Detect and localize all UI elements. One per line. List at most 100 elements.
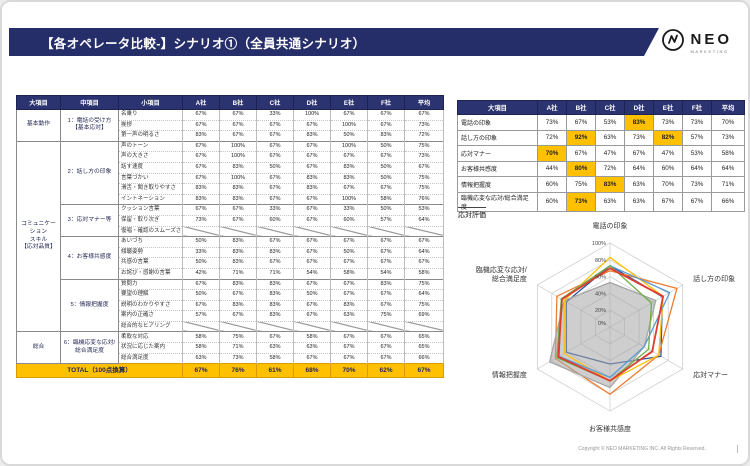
sub-item-label: 状況に応じた案内 bbox=[118, 342, 183, 354]
score-cell: 63% bbox=[330, 310, 368, 322]
score-cell: 83% bbox=[330, 161, 368, 174]
score-cell: 67% bbox=[367, 352, 405, 365]
score-cell: 44% bbox=[537, 160, 567, 177]
sub-item-label: イントネーション bbox=[118, 193, 183, 206]
score-cell: 60% bbox=[537, 176, 567, 193]
table-row: 情報把握度 60% 75% 83% 63% 70% 73% 71% bbox=[457, 176, 745, 193]
score-cell: 66% bbox=[711, 191, 745, 212]
score-cell bbox=[293, 225, 331, 238]
table-row: 案内の正確さ 57% 67% 83% 67% 63% 75% 69% bbox=[17, 310, 444, 322]
score-cell: 50% bbox=[367, 172, 405, 185]
axis-label: 臨機応変な応対/総合満足度 bbox=[476, 265, 527, 283]
score-cell: 73% bbox=[182, 214, 220, 227]
score-cell: 67% bbox=[330, 278, 368, 291]
score-cell: 63% bbox=[595, 129, 625, 146]
score-cell: 67% bbox=[182, 109, 220, 121]
score-cell: 67% bbox=[293, 119, 331, 132]
score-cell: 72% bbox=[537, 129, 567, 146]
column-header: B社 bbox=[566, 100, 596, 115]
score-cell: 63% bbox=[624, 191, 654, 212]
score-cell: 63% bbox=[293, 342, 331, 354]
score-cell: 67% bbox=[330, 352, 368, 365]
score-cell: 47% bbox=[595, 145, 625, 162]
score-cell: 67% bbox=[256, 257, 294, 269]
score-cell: 67% bbox=[566, 145, 596, 162]
score-cell: 72% bbox=[404, 130, 444, 142]
score-cell: 64% bbox=[624, 160, 654, 177]
score-cell: 70% bbox=[711, 114, 745, 131]
sub-item-label: あいづち bbox=[118, 236, 183, 248]
score-cell: 64% bbox=[404, 214, 444, 227]
sub-item-label: 柔軟な対応 bbox=[118, 331, 183, 344]
table-row: 5：情報把握度 質問力 67% 83% 83% 67% 67% 83% 75% bbox=[17, 278, 444, 333]
score-cell bbox=[256, 225, 294, 238]
category-label: お客様共感度 bbox=[457, 160, 538, 177]
score-cell: 70% bbox=[653, 176, 683, 193]
score-cell: 67% bbox=[330, 289, 368, 301]
radar-series-B社 bbox=[554, 270, 678, 395]
score-cell: 67% bbox=[182, 299, 220, 312]
score-cell: 67% bbox=[256, 183, 294, 195]
score-cell: 83% bbox=[182, 130, 220, 142]
score-cell bbox=[256, 320, 294, 333]
score-cell bbox=[367, 225, 405, 238]
score-cell: 76% bbox=[404, 193, 444, 206]
score-cell: 63% bbox=[256, 342, 294, 354]
score-cell: 50% bbox=[182, 257, 220, 269]
score-cell: 67% bbox=[182, 140, 220, 153]
score-cell: 67% bbox=[256, 236, 294, 248]
score-cell: 67% bbox=[293, 161, 331, 174]
score-cell: 83% bbox=[219, 161, 257, 174]
table-row: 声の大きさ 67% 100% 67% 67% 67% 67% 73% bbox=[17, 151, 444, 163]
page-title: 【各オペレータ比較-】シナリオ①（全員共通シナリオ） bbox=[41, 36, 366, 51]
column-header: 中項目 bbox=[60, 95, 119, 110]
total-score-cell: 61% bbox=[256, 363, 294, 379]
score-cell: 67% bbox=[256, 331, 294, 344]
score-cell: 63% bbox=[624, 176, 654, 193]
score-cell: 67% bbox=[219, 289, 257, 301]
column-header: F社 bbox=[367, 95, 405, 110]
score-cell: 54% bbox=[293, 267, 331, 280]
table-row: 総合的なヒアリング bbox=[17, 320, 444, 333]
major-category-cell: 総合 bbox=[16, 331, 61, 365]
score-cell: 67% bbox=[682, 191, 712, 212]
score-cell: 73% bbox=[653, 114, 683, 131]
score-cell: 67% bbox=[367, 236, 405, 248]
score-cell: 67% bbox=[624, 145, 654, 162]
table-row: 説明のわかりやすさ 67% 83% 83% 67% 83% 67% 75% bbox=[17, 299, 444, 312]
score-cell: 64% bbox=[711, 160, 745, 177]
score-cell bbox=[219, 225, 257, 238]
score-cell: 67% bbox=[256, 151, 294, 163]
radial-tick-label: 80% bbox=[595, 258, 606, 264]
radar-chart-title: 応対評価 bbox=[458, 207, 486, 220]
mid-category-cell: 2：話し方の印象 bbox=[60, 140, 119, 206]
score-cell: 83% bbox=[256, 299, 294, 312]
score-cell: 83% bbox=[293, 130, 331, 142]
score-cell: 67% bbox=[256, 140, 294, 153]
score-cell: 67% bbox=[293, 310, 331, 322]
score-cell: 67% bbox=[256, 172, 294, 185]
score-cell: 67% bbox=[367, 246, 405, 259]
score-cell: 50% bbox=[330, 130, 368, 142]
score-cell: 33% bbox=[330, 204, 368, 216]
category-label: 電話の印象 bbox=[457, 114, 538, 131]
score-cell: 83% bbox=[256, 246, 294, 259]
score-cell: 67% bbox=[367, 109, 405, 121]
score-cell: 67% bbox=[404, 236, 444, 248]
score-cell: 100% bbox=[293, 109, 331, 121]
axis-label: 話し方の印象 bbox=[693, 274, 735, 283]
column-header: E社 bbox=[330, 95, 368, 110]
table-row: 共感の言葉 50% 83% 67% 67% 67% 67% 67% bbox=[17, 257, 444, 269]
column-header: 平均 bbox=[711, 100, 745, 115]
score-cell: 67% bbox=[293, 278, 331, 291]
sub-item-label: お詫び・感謝の言葉 bbox=[118, 267, 183, 280]
score-cell: 64% bbox=[404, 289, 444, 301]
score-cell: 69% bbox=[404, 310, 444, 322]
score-cell: 33% bbox=[256, 109, 294, 121]
score-cell: 57% bbox=[367, 214, 405, 227]
score-cell: 64% bbox=[404, 246, 444, 259]
sub-item-label: 名乗り bbox=[118, 109, 183, 121]
table-row: 応対マナー 70% 67% 47% 67% 47% 53% 58% bbox=[457, 145, 745, 162]
sub-item-label: 言葉づかい bbox=[118, 172, 183, 185]
sub-item-label: 要望の理解 bbox=[118, 289, 183, 301]
